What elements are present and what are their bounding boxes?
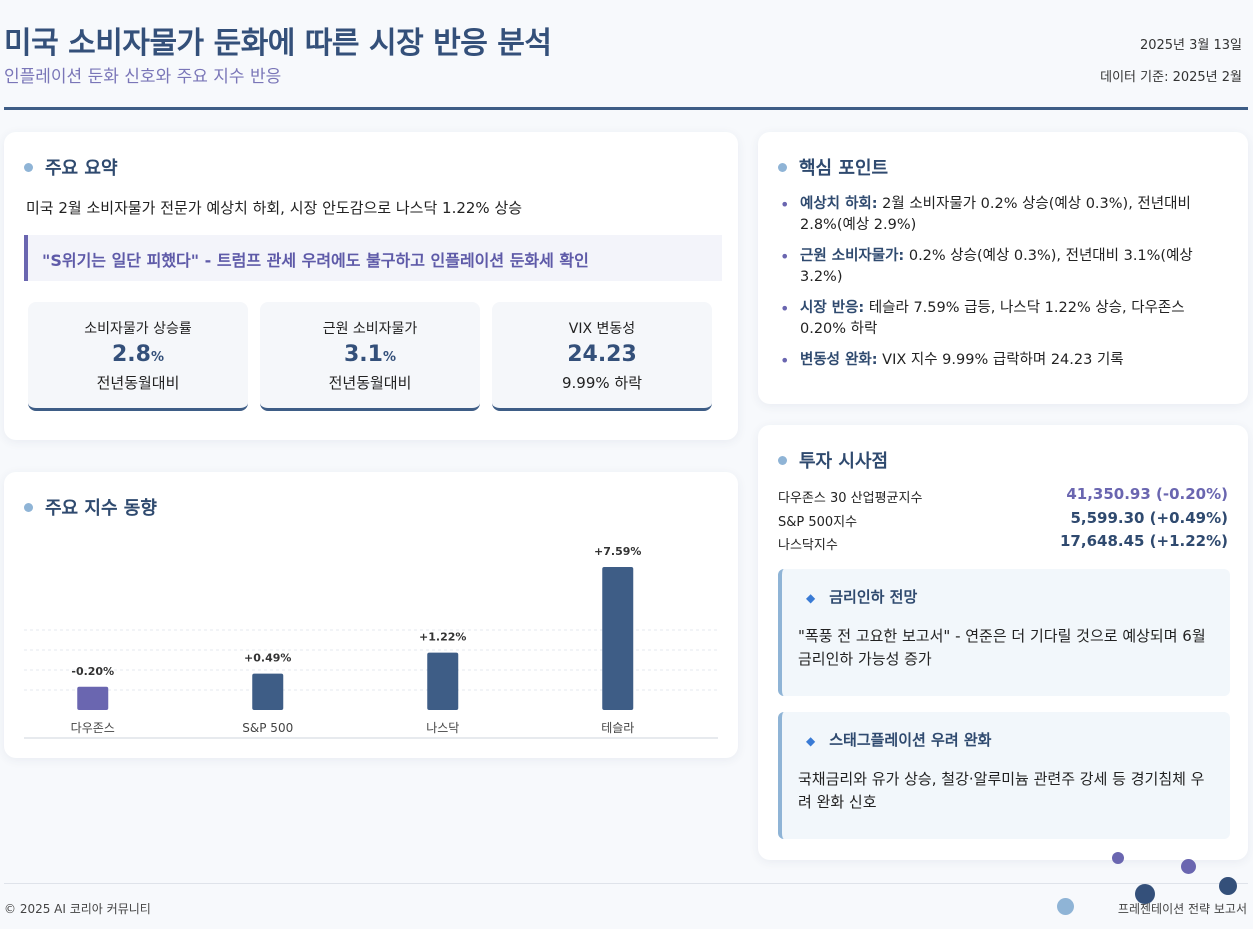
bullet-dot-icon	[778, 162, 787, 172]
summary-text: 미국 2월 소비자물가 전문가 예상치 하회, 시장 안도감으로 나스닥 1.2…	[26, 199, 523, 217]
index-name: 다우존스 30 산업평균지수	[778, 491, 923, 506]
decor-dot	[1135, 884, 1155, 904]
callout-title: ◆ 스태그플레이션 우려 완화	[806, 731, 992, 749]
index-value: 41,350.93 (-0.20%)	[1066, 485, 1228, 503]
stat-sub: 전년동월대비	[96, 374, 180, 392]
footer-divider	[4, 883, 1248, 884]
stat-value: 3.1%	[343, 342, 396, 367]
callout-stagflation: ◆ 스태그플레이션 우려 완화 국채금리와 유가 상승, 철강·알루미늄 관련주 …	[778, 712, 1230, 839]
indices-card: 주요 지수 동향 -0.20% 다우존스 +0.49% S&P 500 +1.22% 나스…	[4, 472, 738, 758]
indices-title: 주요 지수 동향	[24, 494, 157, 520]
stat-value: 2.8%	[111, 342, 164, 367]
bar	[427, 652, 459, 710]
stat-label: 소비자물가 상승률	[84, 321, 192, 337]
page-subtitle: 인플레이션 둔화 신호와 주요 지수 반응	[4, 67, 282, 87]
indices-bar-chart: -0.20% 다우존스 +0.49% S&P 500 +1.22% 나스닥 +7.59% 테슬…	[24, 545, 718, 739]
category-label: 다우존스	[71, 721, 115, 735]
quote-box: "S위기는 일단 피했다" - 트럼프 관세 우려에도 불구하고 인플레이션 둔…	[24, 235, 722, 281]
summary-title: 주요 요약	[24, 154, 118, 180]
decor-dot	[1057, 898, 1074, 915]
decor-dot	[1112, 852, 1124, 864]
stat-label: 근원 소비자물가	[322, 321, 418, 337]
quote-text: "S위기는 일단 피했다" - 트럼프 관세 우려에도 불구하고 인플레이션 둔…	[42, 251, 589, 270]
category-label: 나스닥	[426, 721, 459, 735]
decor-dot	[1181, 859, 1196, 874]
points-title: 핵심 포인트	[778, 154, 888, 180]
bullet-dot-icon	[24, 162, 33, 172]
data-label: +7.59%	[594, 545, 641, 558]
data-label: +1.22%	[419, 631, 466, 644]
index-row-dow: 다우존스 30 산업평균지수 41,350.93 (-0.20%)	[778, 485, 1228, 507]
list-item: 시장 반응: 테슬라 7.59% 급등, 나스닥 1.22% 상승, 다우존스 …	[778, 298, 1228, 340]
bullet-dot-icon	[778, 455, 787, 465]
stat-sub: 9.99% 하락	[561, 374, 643, 392]
index-value: 5,599.30 (+0.49%)	[1070, 509, 1228, 527]
stat-card-core-cpi: 근원 소비자물가 3.1% 전년동월대비	[260, 302, 480, 411]
index-name: 나스닥지수	[778, 538, 838, 553]
index-name: S&P 500지수	[778, 515, 858, 530]
diamond-icon: ◆	[806, 734, 816, 748]
bar	[77, 686, 109, 710]
callout-rate-cut: ◆ 금리인하 전망 "폭풍 전 고요한 보고서" - 연준은 더 기다릴 것으로 …	[778, 569, 1230, 696]
stat-card-vix: VIX 변동성 24.23 9.99% 하락	[492, 302, 712, 411]
category-label: S&P 500	[242, 721, 293, 735]
bar	[602, 567, 634, 710]
stat-sub: 전년동월대비	[328, 374, 412, 392]
points-list: 예상치 하회: 2월 소비자물가 0.2% 상승(예상 0.3%), 전년대비 …	[778, 194, 1228, 381]
page-title: 미국 소비자물가 둔화에 따른 시장 반응 분석	[4, 26, 552, 61]
index-row-nasdaq: 나스닥지수 17,648.45 (+1.22%)	[778, 532, 1228, 554]
bar	[252, 673, 284, 710]
index-row-sp500: S&P 500지수 5,599.30 (+0.49%)	[778, 509, 1228, 531]
footer-right-text: 프레젠테이션 전략 보고서	[1117, 902, 1247, 916]
copyright: © 2025 AI 코리아 커뮤니티	[4, 902, 151, 916]
data-basis: 데이터 기준: 2025년 2월	[1100, 70, 1242, 85]
decor-dot	[1219, 877, 1237, 895]
data-label: -0.20%	[71, 665, 114, 678]
stat-label: VIX 변동성	[568, 321, 636, 337]
bullet-dot-icon	[24, 502, 33, 512]
list-item: 근원 소비자물가: 0.2% 상승(예상 0.3%), 전년대비 3.1%(예상…	[778, 246, 1228, 288]
stat-value: 24.23	[567, 342, 637, 367]
category-label: 테슬라	[601, 721, 634, 735]
index-value: 17,648.45 (+1.22%)	[1060, 532, 1228, 550]
report-header: 미국 소비자물가 둔화에 따른 시장 반응 분석 인플레이션 둔화 신호와 주요…	[0, 0, 1248, 110]
points-card: 핵심 포인트 예상치 하회: 2월 소비자물가 0.2% 상승(예상 0.3%)…	[758, 132, 1248, 404]
invest-title: 투자 시사점	[778, 447, 888, 473]
data-label: +0.49%	[244, 652, 291, 665]
list-item: 예상치 하회: 2월 소비자물가 0.2% 상승(예상 0.3%), 전년대비 …	[778, 194, 1228, 236]
header-divider	[4, 107, 1248, 110]
diamond-icon: ◆	[806, 591, 816, 605]
invest-card: 투자 시사점 다우존스 30 산업평균지수 41,350.93 (-0.20%)…	[758, 425, 1248, 860]
callout-text: "폭풍 전 고요한 보고서" - 연준은 더 기다릴 것으로 예상되며 6월 금…	[798, 627, 1206, 668]
summary-card: 주요 요약 미국 2월 소비자물가 전문가 예상치 하회, 시장 안도감으로 나…	[4, 132, 738, 440]
callout-title: ◆ 금리인하 전망	[806, 588, 918, 606]
report-date: 2025년 3월 13일	[1139, 38, 1242, 53]
callout-text: 국채금리와 유가 상승, 철강·알루미늄 관련주 강세 등 경기침체 우려 완화…	[798, 770, 1205, 811]
stat-card-cpi: 소비자물가 상승률 2.8% 전년동월대비	[28, 302, 248, 411]
list-item: 변동성 완화: VIX 지수 9.99% 급락하며 24.23 기록	[778, 350, 1228, 371]
